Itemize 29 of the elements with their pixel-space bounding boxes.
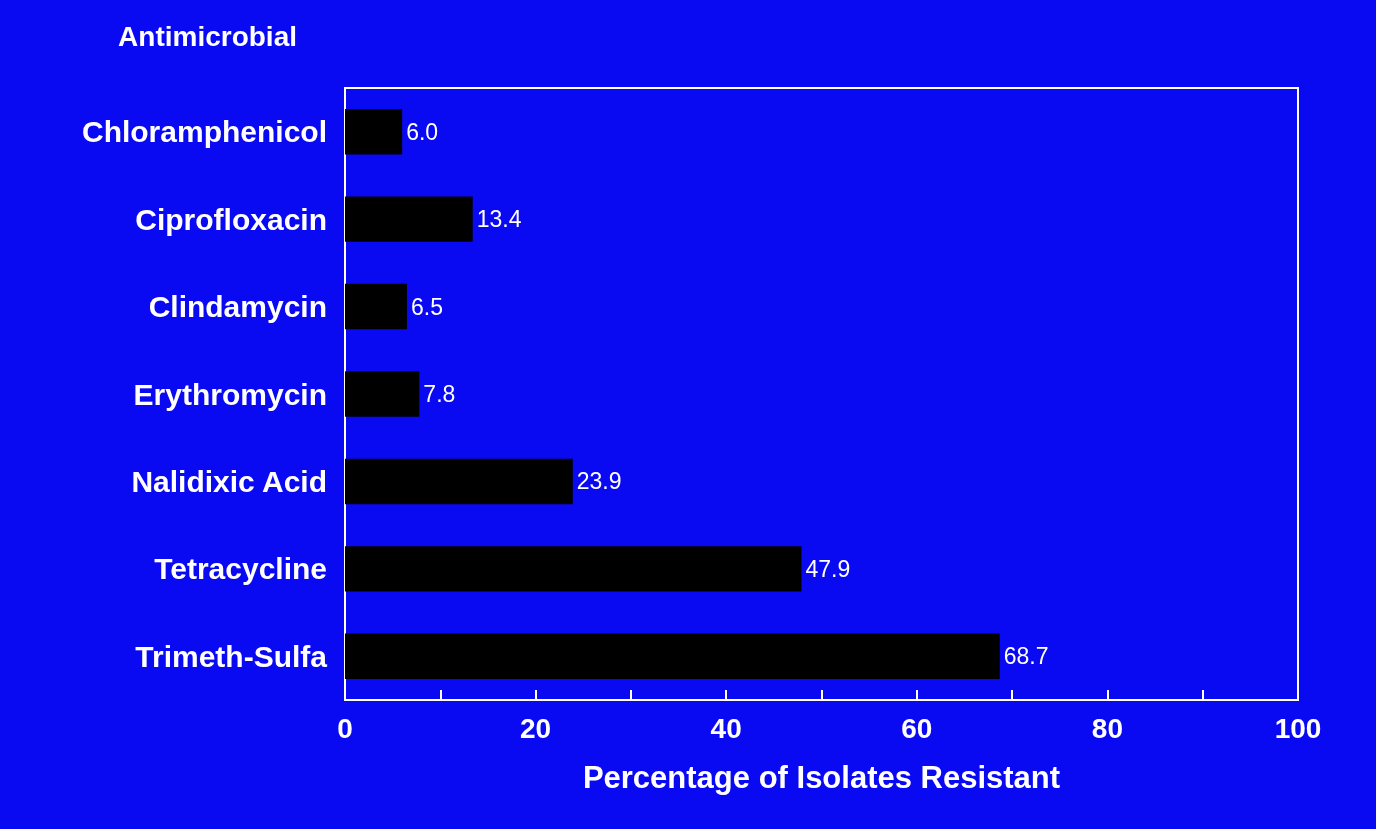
y-tick-label: Clindamycin	[148, 290, 327, 324]
bar	[345, 633, 1000, 680]
bar	[345, 108, 403, 155]
data-label: 6.0	[406, 118, 439, 145]
x-tick-label: 40	[710, 712, 742, 744]
data-label: 68.7	[1003, 643, 1049, 670]
bar	[345, 371, 420, 417]
bar	[345, 283, 407, 330]
data-label: 6.5	[410, 293, 443, 320]
data-label: 7.8	[423, 381, 456, 407]
x-axis-title: Percentage of Isolates Resistant	[582, 760, 1061, 795]
y-tick-label: Erythromycin	[133, 377, 327, 411]
data-label: 47.9	[805, 555, 851, 582]
x-tick-label: 80	[1091, 712, 1123, 744]
bar	[345, 196, 473, 242]
data-label: 13.4	[476, 206, 522, 233]
y-tick-label: Tetracycline	[154, 552, 327, 586]
y-axis-title: Antimicrobial	[118, 20, 297, 52]
x-tick-label: 20	[520, 712, 552, 744]
y-tick-label: Nalidixic Acid	[131, 464, 327, 498]
x-tick-label: 60	[901, 712, 933, 744]
y-tick-label: Ciprofloxacin	[135, 202, 327, 236]
y-tick-label: Chloramphenicol	[81, 115, 327, 149]
y-tick-label: Trimeth-Sulfa	[135, 639, 328, 673]
x-tick-label: 0	[337, 712, 353, 744]
data-label: 23.9	[576, 468, 622, 495]
bar	[345, 458, 573, 505]
bar	[345, 546, 802, 592]
x-tick-label: 100	[1274, 712, 1322, 744]
